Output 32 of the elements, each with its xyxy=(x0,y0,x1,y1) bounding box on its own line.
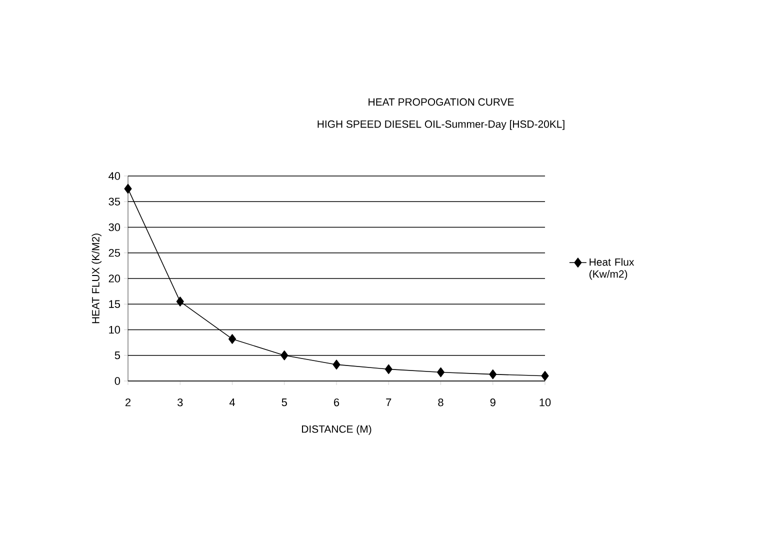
point xyxy=(332,360,340,370)
chart-subtitle: HIGH SPEED DIESEL OIL-Summer-Day [HSD-20KL] xyxy=(318,120,564,130)
y-tick-label: 5 xyxy=(114,352,120,360)
y-axis-title: HEAT FLUX (K/M2) xyxy=(92,234,102,324)
x-tick-label: 2 xyxy=(126,398,131,406)
x-tick-label: 8 xyxy=(438,398,444,406)
y-tick-label: 10 xyxy=(109,326,120,334)
point xyxy=(228,334,236,344)
point xyxy=(489,369,497,380)
legend-label: Heat Flux (Kw/m2) xyxy=(589,258,634,280)
x-tick-label: 7 xyxy=(386,398,392,406)
x-axis-title: DISTANCE (M) xyxy=(302,425,372,435)
y-tick-label: 20 xyxy=(108,274,120,282)
y-tick-label: 15 xyxy=(109,300,120,308)
y-tick-label: 35 xyxy=(108,198,120,206)
y-tick-label: 30 xyxy=(108,223,120,232)
x-tick-label: 9 xyxy=(490,398,496,406)
point xyxy=(176,296,184,306)
point xyxy=(384,364,392,374)
x-tick-label: 3 xyxy=(178,398,183,406)
x-tick-label: 6 xyxy=(334,398,340,406)
x-tick-label: 10 xyxy=(540,398,551,406)
y-tick-label: 25 xyxy=(108,248,120,257)
x-tick-label: 4 xyxy=(229,398,235,406)
x-tick-label: 5 xyxy=(282,398,287,406)
point xyxy=(280,350,288,360)
point xyxy=(124,184,132,194)
y-tick-label: 40 xyxy=(108,172,120,180)
point xyxy=(541,370,549,381)
y-tick-label: 0 xyxy=(114,377,120,385)
chart-title: HEAT PROPOGATION CURVE xyxy=(368,98,514,106)
point xyxy=(436,367,445,378)
